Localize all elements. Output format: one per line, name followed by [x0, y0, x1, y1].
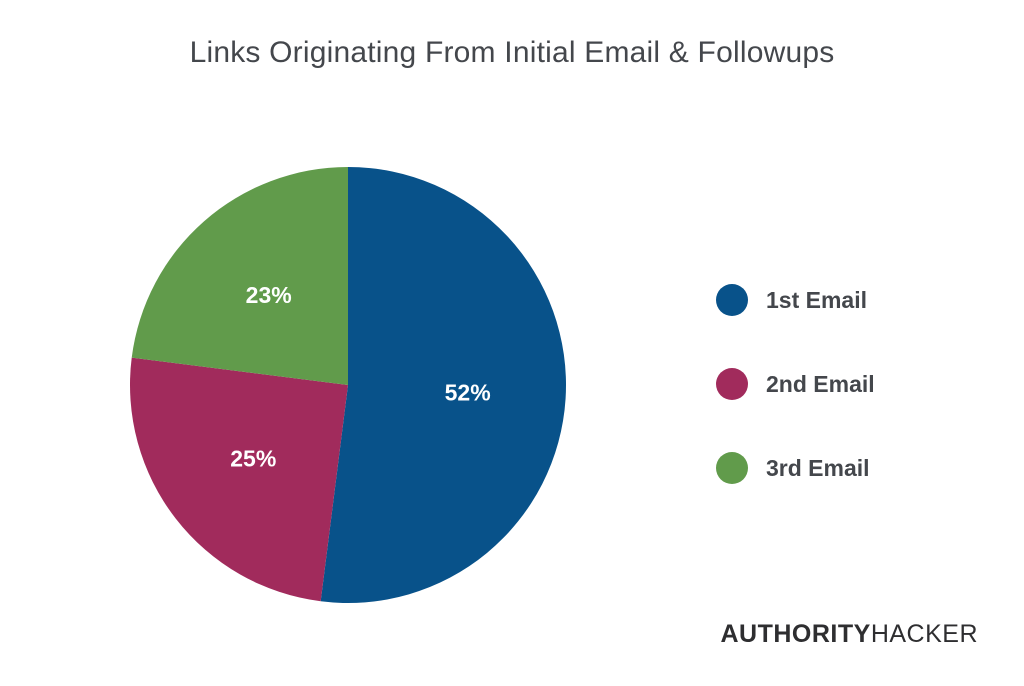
logo-part-hacker: HACKER: [870, 620, 978, 648]
legend-label: 2nd Email: [766, 370, 875, 397]
legend: 1st Email 2nd Email 3rd Email: [716, 282, 875, 534]
slice-data-label: 23%: [246, 282, 292, 308]
legend-item-2nd-email: 2nd Email: [716, 366, 875, 402]
pie-slice-1st-email: [320, 167, 566, 603]
pie-slice-3rd-email: [131, 167, 348, 385]
legend-label: 3rd Email: [766, 454, 870, 481]
legend-swatch: [716, 284, 748, 316]
legend-item-3rd-email: 3rd Email: [716, 450, 875, 486]
authority-hacker-logo: AUTHORITYHACKER: [720, 620, 978, 649]
legend-swatch: [716, 368, 748, 400]
legend-item-1st-email: 1st Email: [716, 282, 875, 318]
legend-swatch: [716, 452, 748, 484]
logo-part-authority: AUTHORITY: [720, 620, 871, 648]
slice-data-label: 52%: [445, 380, 491, 406]
pie-slice-2nd-email: [130, 357, 348, 602]
chart-title: Links Originating From Initial Email & F…: [189, 36, 835, 69]
legend-label: 1st Email: [766, 286, 867, 313]
slice-data-label: 25%: [230, 445, 276, 471]
